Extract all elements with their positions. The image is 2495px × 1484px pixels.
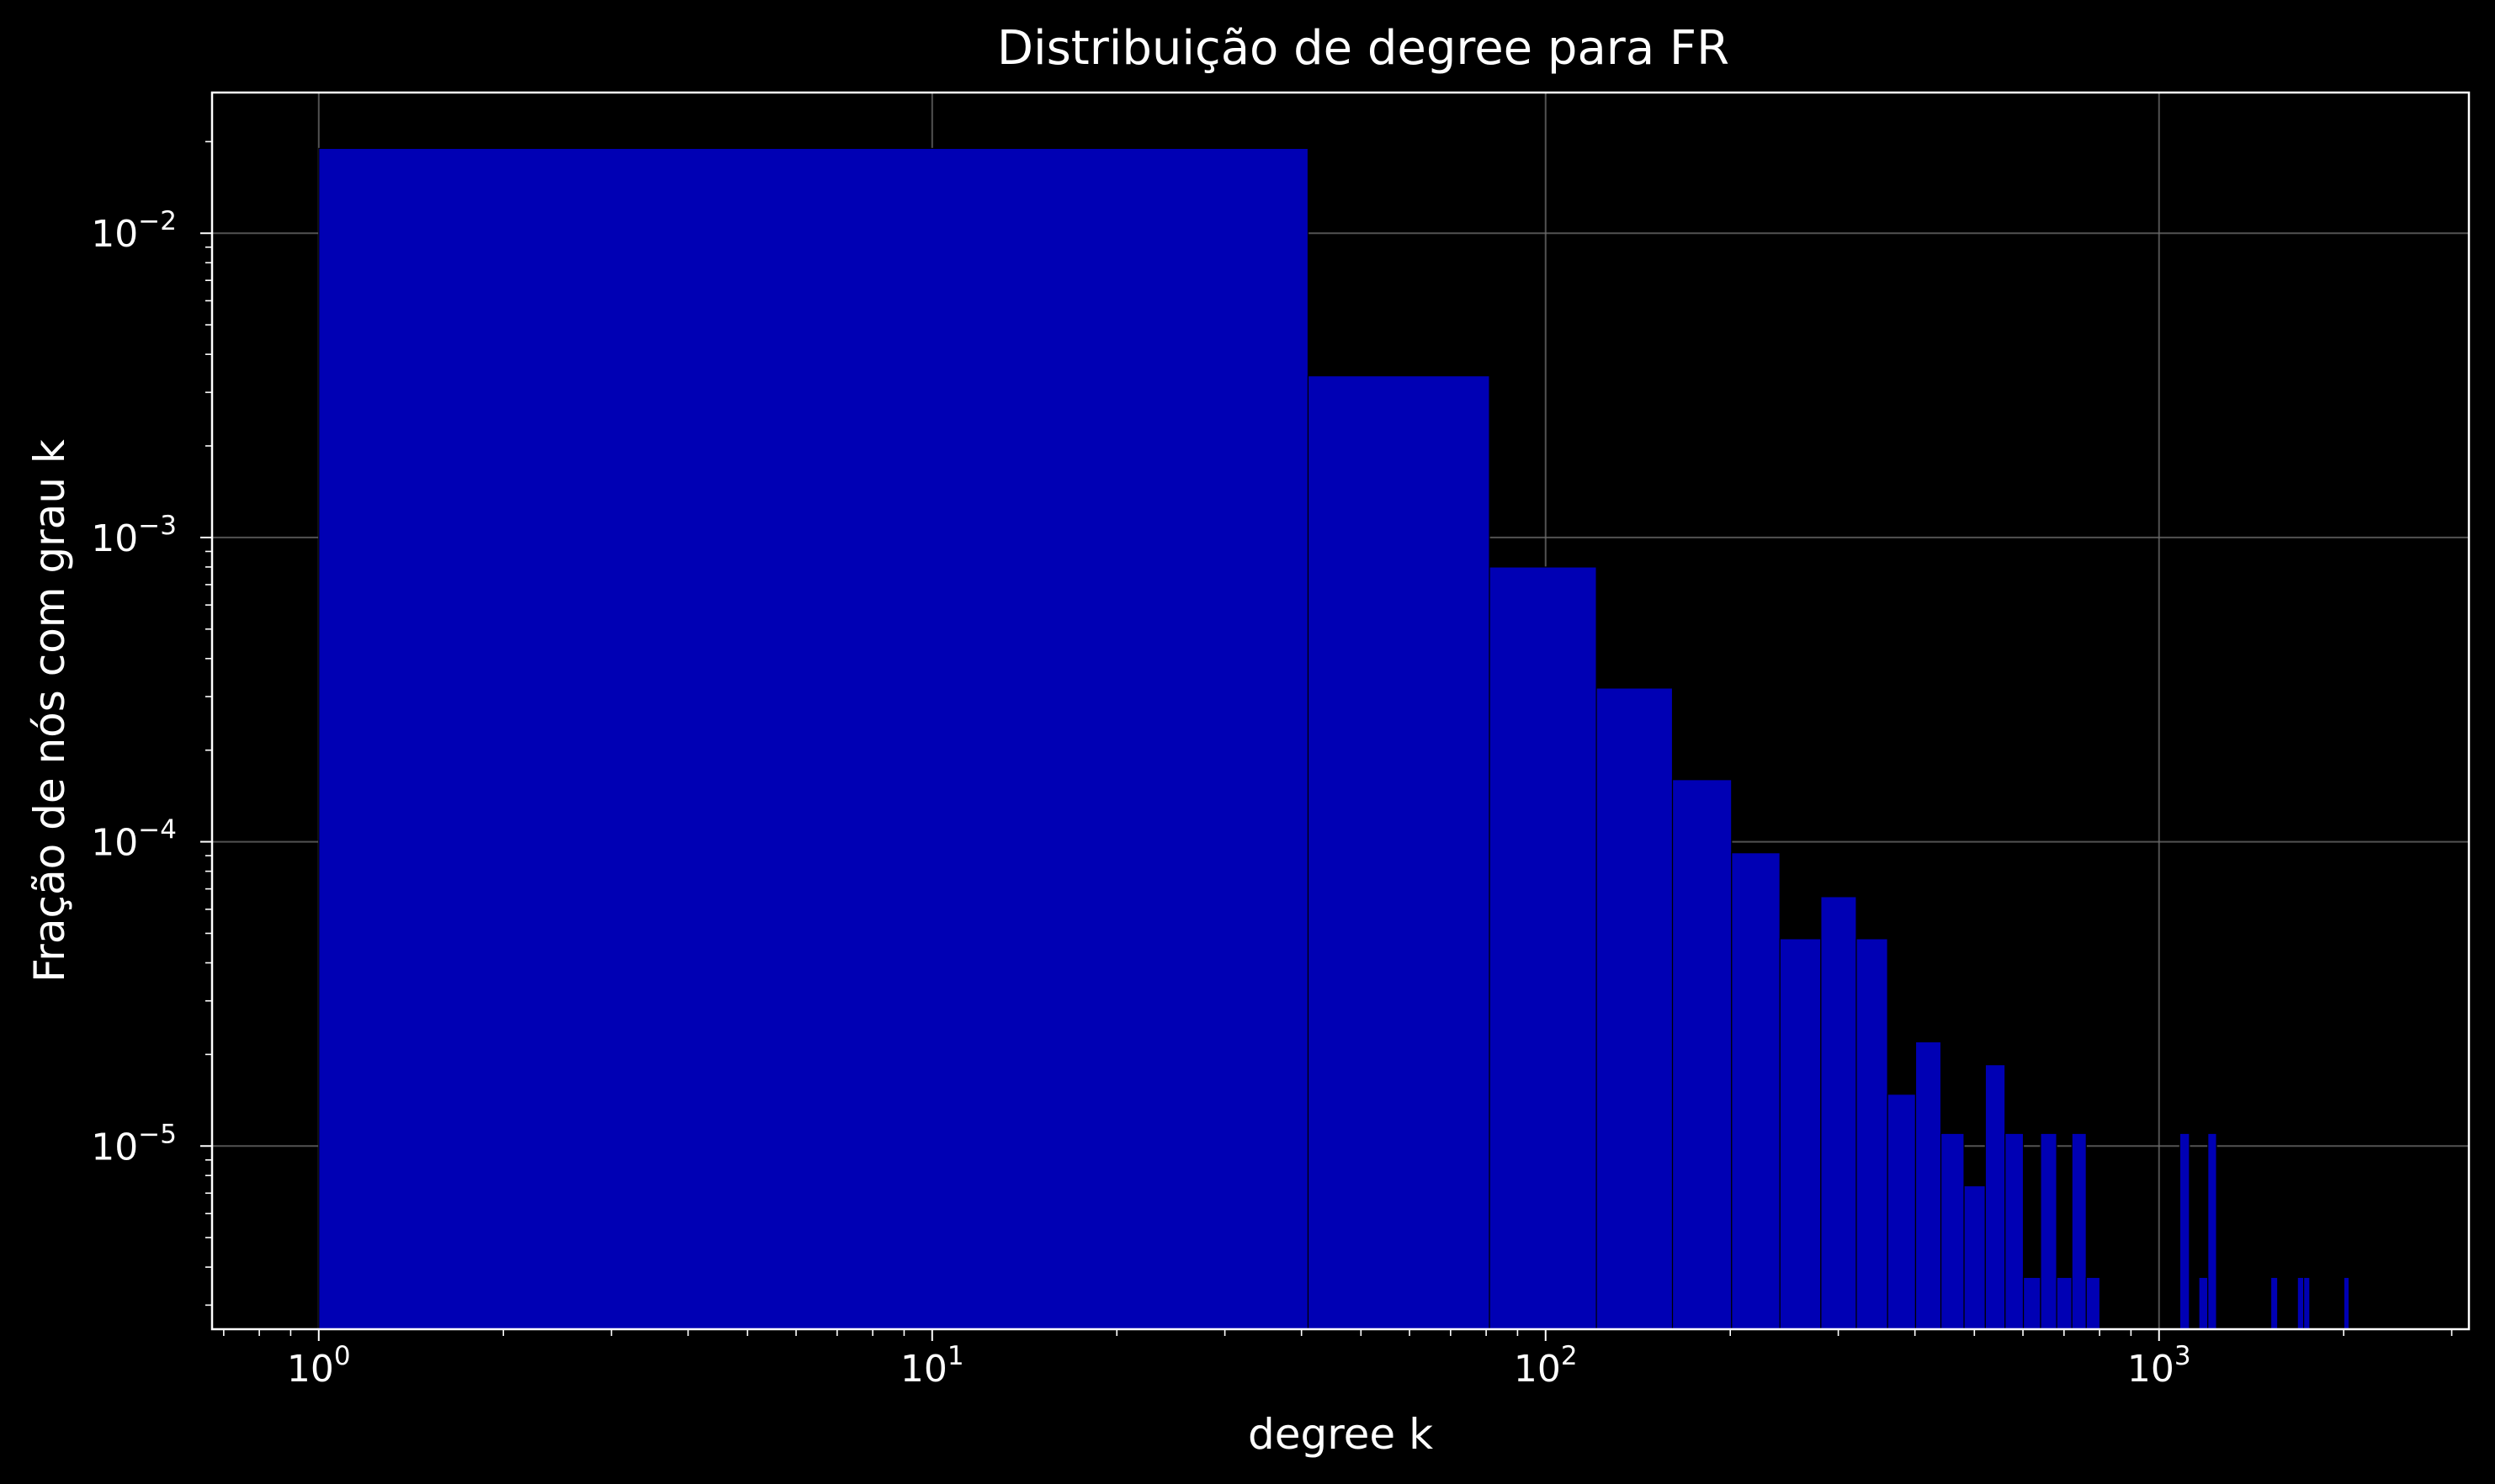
- histogram-bar: [1963, 1185, 1986, 1330]
- x-axis: 100 101 102 103: [223, 1329, 2453, 1391]
- histogram-bar: [1984, 1064, 2006, 1330]
- histogram-bar: [1595, 687, 1674, 1330]
- histogram-bar: [2303, 1276, 2311, 1330]
- histogram-bar: [2343, 1276, 2350, 1330]
- histogram-bar: [2022, 1276, 2041, 1330]
- histogram-bar: [2085, 1276, 2101, 1330]
- histogram-bar: [1887, 1094, 1917, 1330]
- histogram-bar: [1820, 896, 1857, 1330]
- bars: [318, 147, 2350, 1330]
- histogram-bar: [318, 147, 1309, 1330]
- histogram-bar: [2269, 1276, 2279, 1330]
- histogram-bar: [2296, 1276, 2305, 1330]
- histogram-bar: [1489, 566, 1597, 1330]
- x-tick-label: 100: [287, 1341, 351, 1391]
- chart-title: Distribuição de degree para FR: [997, 21, 1729, 76]
- histogram-bar: [2207, 1132, 2217, 1330]
- x-tick-label: 102: [1514, 1341, 1578, 1391]
- histogram-bar: [1914, 1041, 1942, 1330]
- x-axis-label: degree k: [1248, 1410, 1433, 1459]
- histogram-bar: [1940, 1132, 1965, 1330]
- histogram-bar: [1779, 938, 1822, 1330]
- histogram-bar: [1671, 779, 1733, 1330]
- histogram-bar: [1307, 375, 1490, 1330]
- histogram-bar: [1731, 852, 1781, 1330]
- histogram-bar: [2198, 1276, 2209, 1330]
- x-tick-label: 103: [2127, 1341, 2191, 1391]
- histogram-bar: [1855, 938, 1888, 1330]
- histogram-bar: [2179, 1132, 2190, 1330]
- histogram-bar: [2004, 1132, 2025, 1330]
- histogram-bar: [2056, 1276, 2073, 1330]
- plot-frame: [210, 91, 2471, 1331]
- histogram-bar: [2071, 1132, 2087, 1330]
- histogram-bar: [2040, 1132, 2057, 1330]
- y-axis-label: Fração de nós com grau k: [25, 439, 74, 983]
